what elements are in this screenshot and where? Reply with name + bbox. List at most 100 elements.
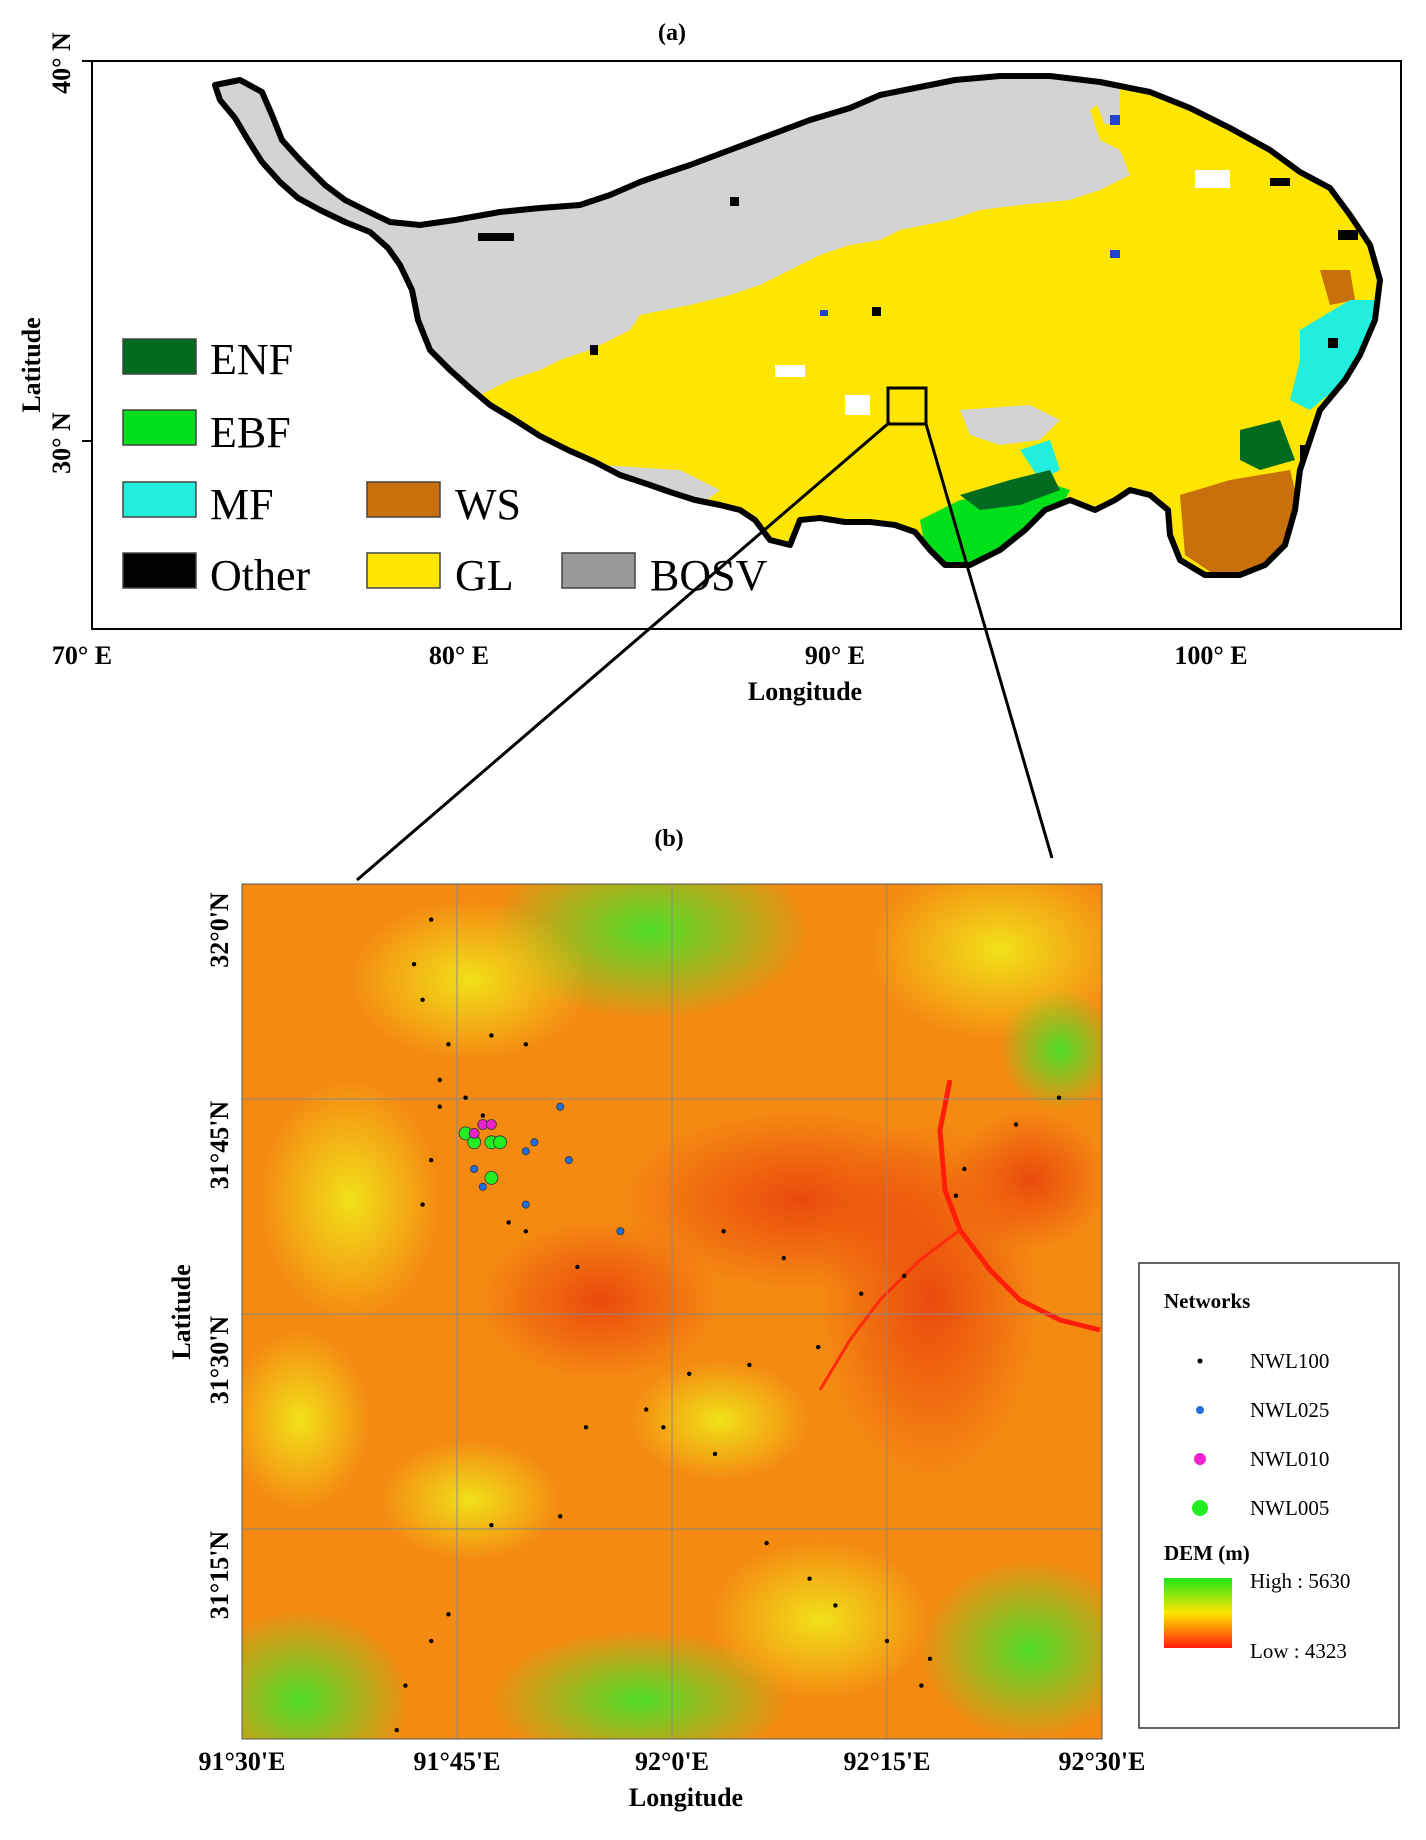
station-nwl100 bbox=[1013, 1122, 1019, 1127]
dem-map bbox=[242, 884, 1102, 1739]
station-nwl100 bbox=[429, 1157, 434, 1163]
other-cell bbox=[730, 197, 739, 206]
station-nwl100 bbox=[575, 1264, 580, 1270]
dem-legend-title: DEM (m) bbox=[1164, 1541, 1250, 1565]
station-nwl100 bbox=[807, 1576, 812, 1581]
dem-low-label: Low : 4323 bbox=[1250, 1639, 1347, 1663]
other-cell bbox=[872, 307, 881, 316]
dem-highland bbox=[490, 1630, 790, 1739]
dem-high-label: High : 5630 bbox=[1250, 1569, 1350, 1593]
water-cell bbox=[1110, 115, 1120, 125]
station-nwl100 bbox=[721, 1229, 726, 1234]
needleleaf-forest-region bbox=[960, 470, 1060, 510]
station-nwl100 bbox=[661, 1425, 666, 1430]
dem-highland bbox=[242, 1330, 370, 1510]
station-nwl100 bbox=[437, 1077, 442, 1083]
zoom-connector-right bbox=[924, 423, 1054, 859]
station-nwl100 bbox=[420, 997, 425, 1002]
legend-marker-nwl010 bbox=[1194, 1453, 1206, 1465]
station-nwl100 bbox=[953, 1193, 958, 1198]
station-nwl025 bbox=[616, 1227, 625, 1236]
legend-label-nwl005: NWL005 bbox=[1250, 1496, 1329, 1520]
x-tick-100e: 100° E bbox=[1174, 641, 1247, 670]
legend-swatch-other bbox=[122, 552, 197, 589]
x-tick-91-30e: 91°30'E bbox=[199, 1747, 286, 1776]
station-nwl100 bbox=[489, 1523, 494, 1528]
dem-color-ramp bbox=[1164, 1578, 1232, 1648]
legend-label-other: Other bbox=[210, 551, 311, 600]
station-nwl025 bbox=[521, 1200, 530, 1209]
dem-highland bbox=[260, 1080, 440, 1320]
panel-b-title: (b) bbox=[654, 826, 683, 852]
station-nwl100 bbox=[781, 1255, 786, 1261]
legend-swatch-bosv bbox=[561, 552, 636, 589]
legend-swatch-ebf bbox=[122, 409, 197, 446]
dem-valley bbox=[480, 1220, 720, 1380]
legend-swatch-enf bbox=[122, 338, 197, 375]
legend-label-enf: ENF bbox=[210, 335, 293, 384]
water-cell bbox=[1195, 170, 1230, 188]
zoom-connector-left bbox=[356, 420, 891, 882]
water-cell bbox=[820, 310, 828, 316]
mixed-forest-region bbox=[1290, 300, 1375, 410]
dem-valley bbox=[620, 1110, 980, 1290]
legend-label-bosv: BOSV bbox=[650, 551, 768, 600]
legend-label-nwl100: NWL100 bbox=[1250, 1349, 1329, 1373]
woody-savanna-region bbox=[1180, 470, 1300, 575]
y-tick-31-30n: 31°30'N bbox=[205, 1316, 234, 1405]
station-nwl100 bbox=[747, 1362, 752, 1368]
woody-savanna-patch bbox=[1320, 270, 1355, 305]
panel-a-title: (a) bbox=[658, 20, 686, 46]
station-nwl100 bbox=[394, 1727, 399, 1733]
barren-patch-southwest bbox=[600, 465, 720, 505]
station-nwl025 bbox=[521, 1147, 530, 1156]
dem-highland bbox=[630, 1360, 810, 1480]
x-axis-label: Longitude bbox=[748, 677, 862, 706]
x-tick-92-30e: 92°30'E bbox=[1059, 1747, 1146, 1776]
station-nwl100 bbox=[816, 1344, 821, 1350]
station-nwl100 bbox=[927, 1656, 933, 1662]
y-tick-31-45n: 31°45'N bbox=[205, 1101, 234, 1190]
dem-highland bbox=[242, 1610, 410, 1739]
station-nwl100 bbox=[437, 1104, 442, 1109]
station-nwl025 bbox=[564, 1156, 573, 1165]
dem-highland bbox=[350, 900, 590, 1060]
station-nwl100 bbox=[859, 1291, 864, 1296]
dem-highland bbox=[1000, 990, 1102, 1110]
water-cell bbox=[775, 365, 805, 377]
station-nwl100 bbox=[884, 1638, 890, 1644]
plateau-border bbox=[212, 73, 1383, 578]
other-cell bbox=[1338, 230, 1358, 240]
x-tick-80e: 80° E bbox=[429, 641, 489, 670]
legend-marker-nwl100 bbox=[1197, 1358, 1203, 1364]
station-nwl100 bbox=[902, 1273, 907, 1279]
legend-marker-nwl025 bbox=[1196, 1406, 1204, 1414]
station-nwl100 bbox=[446, 1612, 451, 1617]
station-nwl005 bbox=[493, 1135, 507, 1150]
station-nwl025 bbox=[470, 1165, 479, 1174]
x-tick-90e: 90° E bbox=[805, 641, 865, 670]
legend-label-nwl010: NWL010 bbox=[1250, 1447, 1329, 1471]
legend-label-gl: GL bbox=[455, 551, 514, 600]
legend-label-ws: WS bbox=[455, 480, 521, 529]
station-nwl100 bbox=[506, 1220, 511, 1225]
station-nwl100 bbox=[712, 1451, 718, 1457]
dem-highland bbox=[920, 1560, 1102, 1739]
networks-legend-frame bbox=[1138, 1262, 1400, 1729]
panel-b-y-axis: 32°0'N 31°45'N 31°30'N 31°15'N Latitude bbox=[167, 892, 234, 1619]
panel-a-x-axis: 70° E 80° E 90° E 100° E Longitude bbox=[52, 641, 1248, 706]
station-nwl005 bbox=[484, 1171, 499, 1185]
networks-legend: Networks NWL100 NWL025 NWL010 NWL005 DEM… bbox=[1138, 1262, 1400, 1729]
legend-swatch-mf bbox=[122, 481, 197, 518]
y-tick-30n: 30° N bbox=[47, 412, 76, 474]
dem-river bbox=[937, 1079, 1101, 1333]
station-nwl100 bbox=[429, 1638, 434, 1644]
x-tick-70e: 70° E bbox=[52, 641, 112, 670]
legend-swatch-ws bbox=[366, 481, 441, 518]
dem-valley bbox=[950, 1110, 1102, 1250]
legend-label-nwl025: NWL025 bbox=[1250, 1398, 1329, 1422]
water-cell bbox=[845, 395, 870, 415]
legend-label-mf: MF bbox=[210, 480, 274, 529]
other-cell bbox=[1270, 178, 1290, 186]
other-cell bbox=[590, 345, 598, 355]
